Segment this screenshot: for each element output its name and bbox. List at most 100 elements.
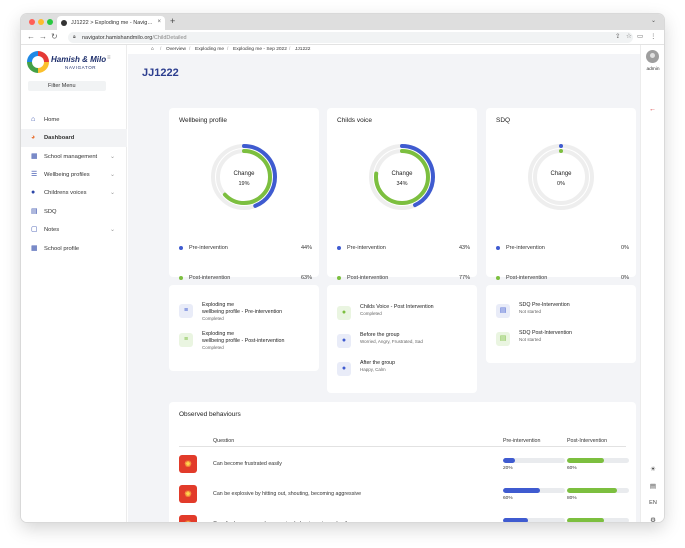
sidebar-item-sdq[interactable]: ▤ SDQ — [21, 203, 127, 221]
table-row: ✺ Can display angry and aggressive behavi… — [169, 515, 636, 522]
pre-intervention-value: 20% — [503, 466, 513, 471]
pre-intervention-arc — [369, 144, 435, 210]
sidebar-item-childrens-voices[interactable]: ● Childrens voices ⌄ — [21, 184, 127, 202]
language-toggle[interactable]: EN — [649, 500, 657, 506]
pre-intervention-arc — [211, 144, 277, 210]
legend-value: 43% — [458, 245, 470, 251]
observed-title: Observed behaviours — [179, 411, 241, 418]
activity-status: Completed — [202, 316, 224, 321]
calendar-icon[interactable]: ▤ — [649, 483, 657, 490]
url-field[interactable]: 🔒︎ navigator.hamishandmilo.org/ChildDeta… — [68, 32, 633, 43]
donut-track — [528, 144, 594, 210]
breadcrumb-current: JJ1222 — [295, 47, 311, 52]
share-icon[interactable]: ⇪ — [615, 33, 621, 40]
behaviour-illustration-icon: ✺ — [179, 515, 197, 522]
activity-status: Worried, Angry, Frustrated, Sad — [360, 339, 423, 344]
main-content: ⌂ / Overview / Exploding me / Exploding … — [128, 45, 640, 522]
forward-arrow-icon[interactable]: → — [39, 32, 47, 41]
close-window-button[interactable] — [29, 19, 35, 25]
sdq-activity-item[interactable]: ▤ SDQ Post-Intervention Not started — [496, 330, 631, 354]
sidebar-item-school-profile[interactable]: ▦ School profile — [21, 240, 127, 258]
back-arrow-icon[interactable]: ← — [27, 32, 35, 41]
activity-status: Not started — [519, 337, 542, 342]
clipboard-icon: ▤ — [496, 304, 510, 318]
home-icon: ⌂ — [31, 116, 36, 123]
donut-track — [533, 149, 589, 205]
breadcrumb: ⌂ / Overview / Exploding me / Exploding … — [128, 45, 640, 54]
sidebar-item-home[interactable]: ⌂ Home — [21, 111, 127, 129]
activity-status: Not started — [519, 309, 542, 314]
activity-title: Exploding me wellbeing profile - Post-int… — [202, 331, 284, 345]
donut-center-value: 0% — [557, 181, 565, 187]
legend-value: 63% — [300, 275, 312, 281]
sidebar-item-label: Notes — [44, 227, 60, 233]
sidebar-item-label: School profile — [44, 246, 80, 252]
pre-intervention-bar — [503, 458, 565, 463]
breadcrumb-cohort[interactable]: Exploding me - Sep 2022 — [233, 47, 287, 52]
filter-menu-input[interactable]: Filter Menu — [28, 81, 106, 91]
theme-sun-icon[interactable]: ☀ — [650, 466, 656, 473]
voice-activity-item[interactable]: ● After the group Happy, Calm — [337, 360, 472, 384]
question-column-header: Question — [213, 438, 235, 444]
wellbeing-activity-item[interactable]: ≡ Exploding me wellbeing profile - Pre-int… — [179, 302, 314, 326]
back-arrow-icon[interactable]: ← — [649, 106, 656, 113]
activity-title-line: Exploding me — [202, 302, 235, 308]
pre-column-header: Pre-intervention — [503, 438, 541, 444]
post-intervention-value: 60% — [567, 466, 577, 471]
dashboard-icon: ◕ — [31, 134, 36, 141]
behaviour-question: Can be explosive by hitting out, shoutin… — [213, 491, 362, 497]
chat-bubble-icon: ● — [337, 334, 351, 348]
breadcrumb-group[interactable]: Exploding me — [195, 47, 225, 52]
breadcrumb-separator: / — [160, 47, 162, 52]
sidebar-item-notes[interactable]: ▢ Notes ⌄ — [21, 221, 127, 239]
minimize-window-button[interactable] — [38, 19, 44, 25]
activity-title-line: After the group — [360, 360, 396, 366]
activity-status: Completed — [360, 311, 382, 316]
maximize-window-button[interactable] — [47, 19, 53, 25]
activity-title: SDQ Pre-Intervention — [519, 302, 570, 309]
bookmark-star-icon[interactable]: ☆ — [626, 33, 632, 40]
legend-value: 0% — [621, 245, 629, 251]
voice-activity-item[interactable]: ● Childs Voice - Post Intervention Complet… — [337, 304, 472, 328]
chat-bubble-icon: ● — [337, 362, 351, 376]
sidebar-item-dashboard[interactable]: ◕ Dashboard — [21, 129, 127, 147]
wellbeing-profile-donut-chart: Change 19% — [211, 144, 277, 210]
post-intervention-bar — [567, 458, 629, 463]
reload-icon[interactable]: ↻ — [51, 32, 58, 41]
brand-name: Hamish & Milo — [51, 55, 107, 64]
tab-close-icon[interactable]: × — [157, 19, 161, 25]
user-avatar-icon[interactable] — [646, 50, 659, 63]
sdq-activities-card: ▤ SDQ Pre-Intervention Not started ▤ SDQ Pos… — [486, 285, 636, 363]
voice-activity-item[interactable]: ● Before the group Worried, Angry, Frustra… — [337, 332, 472, 356]
address-bar-row: ← → ↻ 🔒︎ navigator.hamishandmilo.org/Chi… — [21, 30, 664, 45]
school-profile-icon: ▦ — [31, 245, 38, 252]
post-intervention-arc — [216, 149, 272, 205]
pre-intervention-bar — [503, 488, 565, 493]
tab-search-icon[interactable]: ▭ — [637, 33, 644, 40]
sidebar-item-label: Dashboard — [44, 135, 75, 141]
legend-dot — [179, 276, 183, 280]
settings-gear-icon[interactable]: ⚙ — [650, 517, 656, 522]
activity-title-line: SDQ Post-Intervention — [519, 330, 572, 336]
sliders-icon: ≡ — [179, 304, 193, 318]
post-intervention-bar-fill — [567, 458, 605, 463]
breadcrumb-separator: / — [189, 47, 191, 52]
activity-title-line: Childs Voice - Post Intervention — [360, 304, 434, 310]
breadcrumb-home-icon[interactable]: ⌂ — [151, 47, 154, 52]
wellbeing-activity-item[interactable]: ≡ Exploding me wellbeing profile - Post-in… — [179, 331, 314, 355]
sidebar-item-wellbeing-profiles[interactable]: ☰ Wellbeing profiles ⌄ — [21, 166, 127, 184]
browser-menu-icon[interactable]: ⋮ — [650, 33, 657, 40]
user-name[interactable]: admin — [646, 67, 660, 72]
post-intervention-bar-fill — [567, 518, 605, 522]
post-intervention-bar-fill — [567, 488, 617, 493]
childs-voice-donut-chart: Change 34% — [369, 144, 435, 210]
new-tab-button[interactable]: + — [170, 16, 176, 26]
sdq-activity-item[interactable]: ▤ SDQ Pre-Intervention Not started — [496, 302, 631, 326]
tab-list-chevron-icon[interactable]: ⌄ — [650, 18, 656, 24]
breadcrumb-overview[interactable]: Overview — [166, 47, 186, 52]
post-intervention-bar — [567, 488, 629, 493]
legend-dot — [496, 246, 500, 250]
collapse-sidebar-icon[interactable]: ≡ — [107, 55, 111, 61]
sidebar-item-school-management[interactable]: ▦ School management ⌄ — [21, 148, 127, 166]
browser-tab[interactable]: JJ1222 > Exploding me - Navig… × — [57, 16, 165, 30]
